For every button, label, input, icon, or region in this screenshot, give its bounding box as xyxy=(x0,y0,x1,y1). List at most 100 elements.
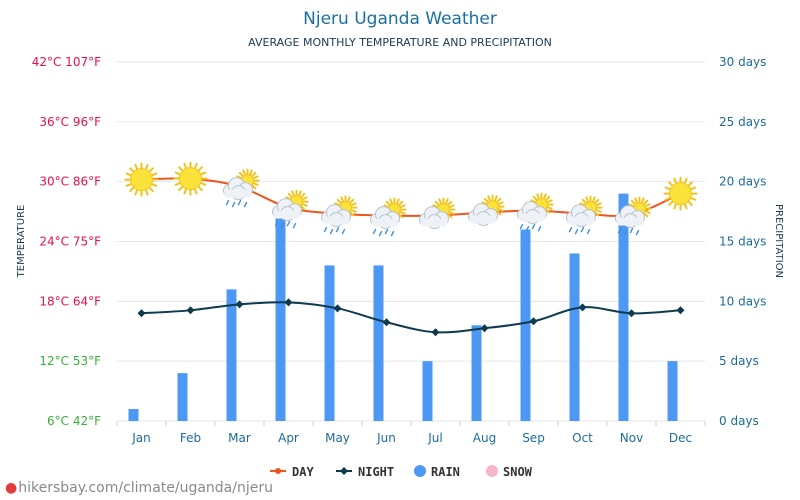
sun-ray xyxy=(129,187,135,192)
sun-ray xyxy=(398,200,404,206)
cloud-icon xyxy=(272,198,302,222)
rain-bar xyxy=(520,229,531,421)
cloud-icon xyxy=(223,177,253,201)
sun-ray xyxy=(644,210,651,214)
cloud-icon xyxy=(615,205,645,229)
rain-bars xyxy=(128,193,678,421)
sun-ray xyxy=(581,198,587,204)
sun-ray xyxy=(643,212,649,218)
x-tick-label: Sep xyxy=(522,431,545,445)
chart-legend: DAY NIGHT RAIN SNOW xyxy=(270,465,533,479)
cloud-icon xyxy=(468,203,498,227)
rain-drop xyxy=(635,229,640,236)
rain-bar xyxy=(569,253,580,421)
sun-disc xyxy=(179,167,202,191)
sun-ray xyxy=(434,200,440,206)
night-point xyxy=(578,303,587,312)
sun-ray xyxy=(200,171,207,176)
rain-drop xyxy=(629,227,634,234)
sun-ray xyxy=(546,199,553,203)
rain-drop xyxy=(274,220,279,227)
sun-ray xyxy=(690,197,697,201)
rain-drop xyxy=(341,228,346,235)
sun-ray xyxy=(383,204,390,208)
sun-ray xyxy=(628,203,635,207)
rain-bar xyxy=(275,217,286,421)
sun-ray xyxy=(543,193,547,200)
sun-ray xyxy=(448,211,455,215)
night-point xyxy=(137,309,146,318)
sun-ray xyxy=(178,166,184,172)
rain-drop xyxy=(329,228,334,235)
sun-ray xyxy=(396,198,400,205)
y-right-ticks: 30 days 25 days 20 days 15 days 10 days 5 day… xyxy=(719,55,766,428)
sun-disc xyxy=(669,182,692,206)
sun-ray xyxy=(347,196,351,203)
sun-ray xyxy=(336,198,342,204)
legend-label: NIGHT xyxy=(358,465,394,479)
sun-ray xyxy=(690,186,697,191)
sun-ray xyxy=(673,177,677,184)
sun-ray xyxy=(238,171,244,177)
sun-ray xyxy=(684,177,688,184)
grid-lines xyxy=(117,61,705,422)
sun-ray xyxy=(592,196,596,203)
sun-ray xyxy=(300,192,306,198)
rain-drop xyxy=(586,228,591,235)
y-left-tick-label: 6°C 42°F xyxy=(47,414,101,428)
sun-ray xyxy=(530,199,537,203)
chart-title: Njeru Uganda Weather xyxy=(303,9,497,29)
rain-bar xyxy=(618,193,629,421)
sun-ray xyxy=(496,197,502,203)
cloud-base xyxy=(567,216,595,225)
sun-ray xyxy=(634,197,638,204)
sun-ray xyxy=(334,202,341,206)
sun-ray xyxy=(148,167,154,173)
sun-icon xyxy=(173,161,208,196)
rain-drop xyxy=(243,201,248,208)
sun-ray xyxy=(145,163,149,170)
rain-drop xyxy=(623,229,628,236)
sun-ray xyxy=(174,171,181,176)
cloud-rain-icon xyxy=(517,192,554,232)
sun-ray xyxy=(668,181,674,187)
y-right-tick-label: 30 days xyxy=(719,55,766,69)
sun-ray xyxy=(399,211,406,215)
sun-ray xyxy=(197,166,203,172)
rain-drop xyxy=(237,199,242,206)
sun-ray xyxy=(197,186,203,191)
rain-drop xyxy=(525,225,530,232)
sun-ray xyxy=(183,162,187,169)
sun-ray xyxy=(664,197,671,201)
footer-url: hikersbay.com/climate/uganda/njeru xyxy=(18,480,273,496)
cloud-base xyxy=(616,217,644,226)
night-point xyxy=(480,324,489,333)
rain-bar xyxy=(667,361,678,421)
sun-ray xyxy=(595,202,602,206)
x-tick-label: May xyxy=(325,431,350,445)
sun-ray xyxy=(532,195,538,201)
cloud-rain-icon xyxy=(370,197,407,237)
night-line-series xyxy=(137,298,685,337)
sun-ray xyxy=(129,167,135,173)
rain-drop xyxy=(335,226,340,233)
cloud-rain-icon xyxy=(321,195,358,235)
sun-ray xyxy=(546,206,553,210)
cloud-icon xyxy=(370,206,400,230)
rain-drop xyxy=(537,225,542,232)
sun-ray xyxy=(398,213,404,219)
partly-cloudy-icon xyxy=(419,197,456,230)
sun-ray xyxy=(300,205,306,211)
sun-icon xyxy=(663,176,698,211)
x-tick-label: Nov xyxy=(620,431,643,445)
sun-ray xyxy=(481,201,488,205)
x-tick-label: Dec xyxy=(669,431,692,445)
rain-drop xyxy=(378,230,383,237)
sun-ray xyxy=(432,204,439,208)
rain-drop xyxy=(280,222,285,229)
sun-ray xyxy=(145,189,149,196)
sun-ray xyxy=(148,187,154,192)
legend-swatch xyxy=(486,465,498,477)
footer-source-link[interactable]: ●hikersbay.com/climate/uganda/njeru xyxy=(5,480,273,496)
